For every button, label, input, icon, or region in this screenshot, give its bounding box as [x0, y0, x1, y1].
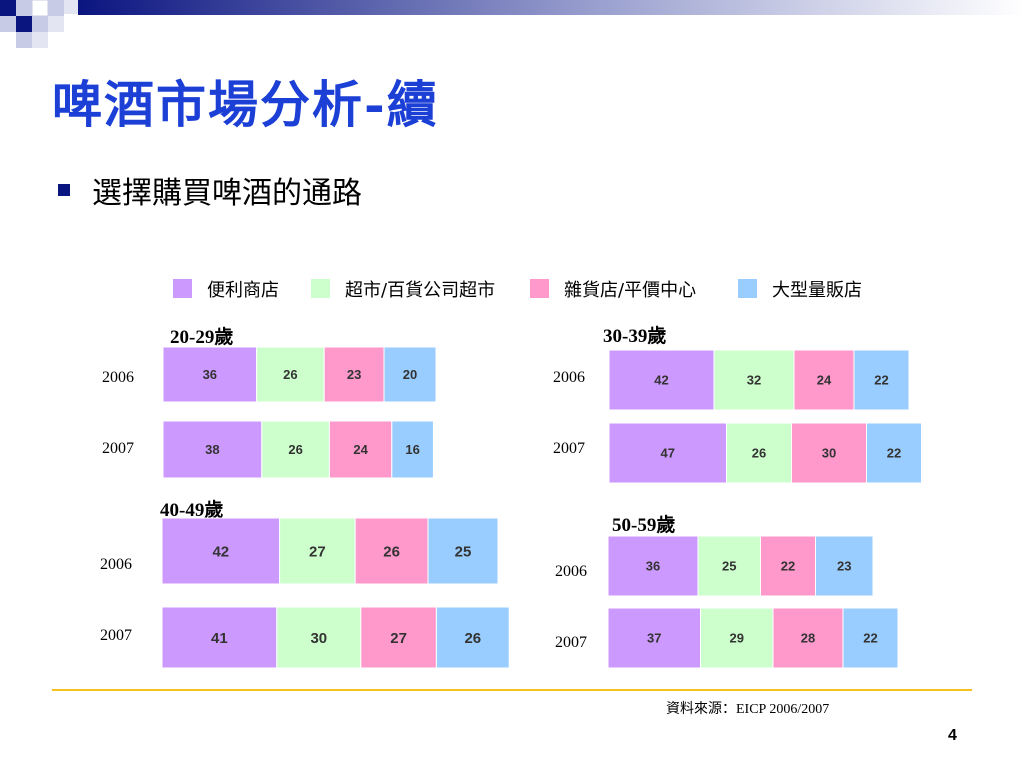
data-label: 36 [646, 559, 660, 574]
legend-label: 雜貨店/平價中心 [564, 280, 696, 301]
legend-swatch [173, 279, 192, 298]
bar-segment [791, 422, 867, 484]
deco-square [16, 16, 32, 32]
data-label: 25 [455, 543, 472, 560]
deco-square [48, 16, 64, 32]
deco-square [0, 0, 16, 16]
data-label: 24 [353, 442, 368, 457]
category-label: 2007 [555, 634, 587, 651]
data-label: 26 [288, 442, 302, 457]
bar-segment [726, 422, 792, 484]
bullet-text: 選擇購買啤酒的通路 [92, 176, 362, 211]
bar-segment [261, 420, 330, 479]
bar-segment [713, 349, 795, 411]
deco-square [64, 0, 78, 14]
bar-segment [328, 420, 393, 479]
bar-segment [700, 607, 774, 669]
bar-segment [866, 422, 922, 484]
category-label: 2007 [553, 440, 585, 457]
data-label: 23 [347, 367, 361, 382]
data-label: 38 [205, 442, 219, 457]
data-label: 26 [752, 446, 766, 461]
data-label: 22 [887, 446, 901, 461]
deco-square [32, 16, 48, 32]
legend-swatch [738, 279, 757, 298]
corner-decoration [0, 0, 1024, 48]
legend-label: 便利商店 [207, 280, 279, 301]
legend-label: 大型量販店 [772, 280, 862, 301]
slide-title: 啤酒市場分析-續 [52, 75, 439, 134]
deco-square [16, 0, 32, 16]
panel-title: 20-29歲 [170, 325, 233, 348]
data-label: 32 [747, 373, 761, 388]
data-label: 37 [647, 631, 661, 646]
source-note: 資料來源：EICP 2006/2007 [666, 702, 830, 717]
data-label: 41 [211, 630, 228, 647]
deco-square [48, 0, 64, 16]
legend-swatch [311, 279, 330, 298]
data-label: 25 [722, 559, 736, 574]
data-label: 24 [817, 373, 832, 388]
bar-segment [607, 607, 701, 669]
deco-square [0, 16, 16, 32]
data-label: 27 [309, 543, 326, 560]
panel-title: 40-49歲 [160, 498, 223, 521]
panel-title: 50-59歲 [612, 513, 675, 536]
bar-segment [772, 607, 844, 669]
header-gradient-bar [78, 0, 1024, 15]
bar-segment [276, 606, 362, 669]
data-label: 20 [403, 367, 417, 382]
data-label: 27 [390, 630, 407, 647]
page-number: 4 [948, 727, 957, 744]
category-label: 2007 [100, 627, 132, 644]
data-label: 23 [837, 559, 851, 574]
data-label: 26 [283, 367, 297, 382]
bar-segment [608, 349, 715, 411]
category-label: 2006 [100, 556, 132, 573]
data-label: 42 [654, 373, 668, 388]
data-label: 16 [405, 442, 419, 457]
stacked-bar-chart: 便利商店 超市/百貨公司超市 雜貨店/平價中心 大型量販店 20-29歲 2006 36 26… [100, 279, 922, 669]
data-label: 30 [822, 446, 836, 461]
deco-square [16, 32, 32, 48]
data-label: 29 [730, 631, 744, 646]
data-label: 22 [781, 559, 795, 574]
data-label: 36 [203, 367, 217, 382]
data-label: 26 [383, 543, 400, 560]
bullet-square-icon [58, 184, 70, 196]
data-label: 42 [212, 543, 229, 560]
bullet-item: 選擇購買啤酒的通路 [58, 168, 362, 212]
bar-segment [435, 606, 510, 669]
panel-title: 30-39歲 [603, 324, 666, 347]
category-label: 2006 [555, 563, 587, 580]
bar-segment [427, 517, 499, 585]
category-label: 2006 [102, 369, 134, 386]
data-label: 22 [863, 631, 877, 646]
category-label: 2007 [102, 440, 134, 457]
bar-segment [842, 607, 899, 669]
bar-segment [760, 535, 816, 597]
deco-square [32, 32, 48, 48]
bar-segment [383, 346, 437, 403]
legend-label: 超市/百貨公司超市 [345, 280, 495, 301]
bar-segment [793, 349, 855, 411]
footer-divider [52, 689, 972, 691]
legend-swatch [530, 279, 549, 298]
bar-segment [162, 346, 258, 403]
bar-segment [279, 517, 356, 585]
data-label: 22 [874, 373, 888, 388]
bar-segment [815, 535, 874, 597]
bar-segment [853, 349, 910, 411]
bar-segment [391, 420, 434, 479]
bar-segment [161, 606, 278, 669]
data-label: 30 [310, 630, 327, 647]
data-label: 47 [661, 446, 675, 461]
data-label: 26 [464, 630, 481, 647]
data-label: 28 [801, 631, 815, 646]
category-label: 2006 [553, 369, 585, 386]
